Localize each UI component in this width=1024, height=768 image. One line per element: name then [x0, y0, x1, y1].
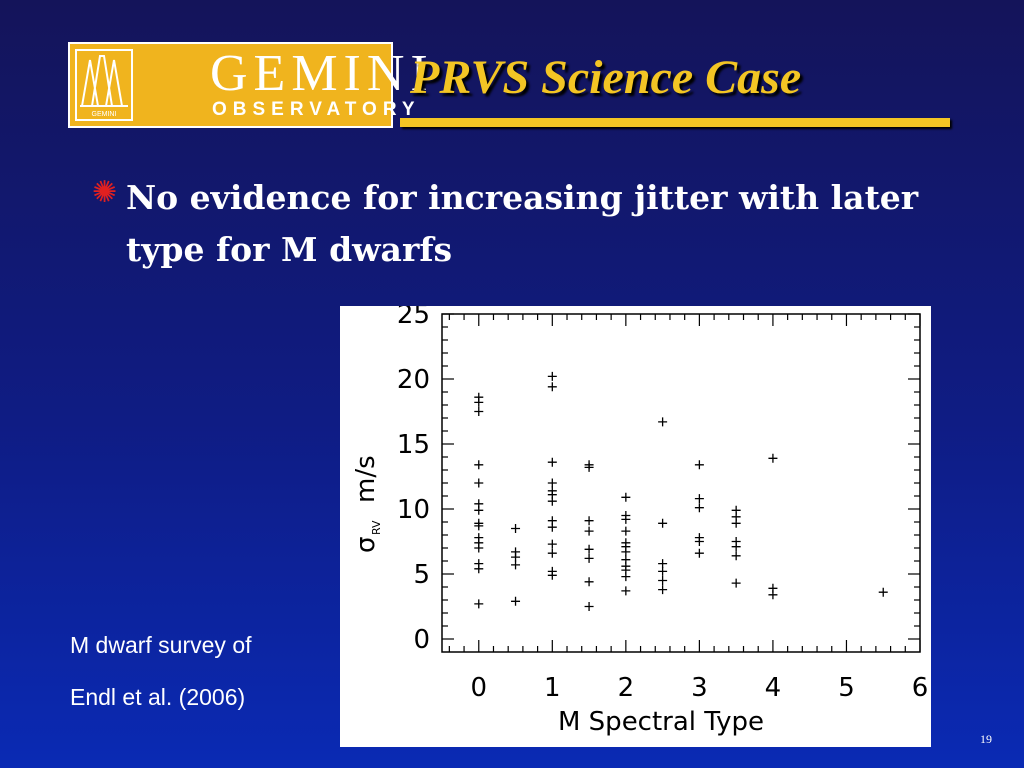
data-point [584, 602, 594, 611]
scatter-plot: 0 1 2 3 4 5 6 0 5 10 15 20 25 M Spectral Type σ RV … [351, 300, 928, 737]
data-point [474, 521, 484, 531]
x-tick-label: 0 [470, 673, 487, 703]
data-point [658, 566, 668, 576]
data-point [547, 548, 557, 558]
data-point [474, 478, 484, 488]
data-point [621, 572, 631, 582]
caption-line-2: Endl et al. (2006) [70, 684, 246, 710]
data-point [474, 505, 484, 515]
y-axis-title-unit: m/s [351, 455, 381, 503]
data-point [584, 544, 594, 554]
x-tick-label: 5 [838, 673, 855, 703]
data-point [584, 462, 594, 472]
y-tick-label: 20 [397, 365, 430, 395]
data-point [768, 453, 778, 463]
data-point [511, 552, 521, 562]
x-axis-title: M Spectral Type [558, 707, 764, 737]
data-point [621, 492, 631, 502]
data-point [511, 560, 521, 570]
data-point [547, 371, 557, 381]
data-point [694, 460, 704, 470]
data-point [474, 564, 484, 574]
data-point [621, 547, 631, 557]
axis-ticks [442, 313, 921, 652]
y-axis-title-sigma: σ [351, 537, 381, 553]
page-number: 19 [980, 732, 992, 746]
y-tick-label: 25 [397, 306, 430, 330]
y-tick-label: 5 [413, 560, 430, 590]
data-points [474, 371, 888, 611]
x-tick-label: 6 [912, 673, 929, 703]
data-point [584, 553, 594, 563]
data-point [621, 586, 631, 596]
data-point [731, 578, 741, 588]
scatter-plot-panel: 0 1 2 3 4 5 6 0 5 10 15 20 25 M Spectral Type σ RV … [340, 300, 931, 747]
logo-subtitle: OBSERVATORY [212, 99, 421, 120]
data-point [584, 526, 594, 536]
data-point [694, 548, 704, 558]
data-point [694, 494, 704, 504]
x-tick-label: 4 [765, 673, 782, 703]
data-point [658, 417, 668, 427]
x-tick-label: 2 [618, 673, 635, 703]
logo-telescope-mark: GEMINI [75, 49, 133, 121]
data-point [511, 524, 521, 533]
data-point [474, 460, 484, 470]
data-point [731, 551, 741, 561]
data-point [658, 559, 668, 569]
gemini-observatory-logo: GEMINI GEMINI OBSERVATORY [68, 42, 428, 128]
data-point [768, 590, 778, 600]
x-tick-label: 3 [691, 673, 708, 703]
title-underline [400, 118, 950, 127]
data-point [547, 496, 557, 506]
y-tick-labels: 0 5 10 15 20 25 [397, 300, 430, 655]
y-tick-label: 0 [413, 625, 430, 655]
data-point [474, 599, 484, 609]
data-point [474, 543, 484, 553]
logo-small-text: GEMINI [92, 111, 117, 118]
data-point [658, 518, 668, 528]
y-axis-title-subscript: RV [370, 520, 383, 535]
data-point [474, 397, 484, 407]
bullet-text: No evidence for increasing jitter with l… [126, 178, 919, 269]
data-point [511, 596, 521, 606]
data-point [658, 585, 668, 595]
data-point [878, 587, 888, 597]
data-point [731, 542, 741, 552]
bullet-star-icon: ✺ [92, 175, 118, 210]
y-tick-label: 10 [397, 495, 430, 525]
data-point [731, 518, 741, 528]
data-point [547, 522, 557, 532]
data-point [547, 382, 557, 392]
y-axis-title: σ RV m/s [351, 455, 383, 553]
y-tick-label: 15 [397, 430, 430, 460]
slide-title: PRVS Science Case [410, 51, 802, 104]
x-tick-labels: 0 1 2 3 4 5 6 [470, 673, 928, 703]
data-point [474, 407, 484, 416]
data-point [584, 577, 594, 587]
data-point [547, 539, 557, 549]
x-tick-label: 1 [544, 673, 561, 703]
data-point [547, 457, 557, 467]
data-point [658, 576, 668, 585]
logo-wordmark: GEMINI [210, 45, 434, 102]
caption-line-1: M dwarf survey of [70, 632, 252, 658]
data-point [694, 503, 704, 513]
data-point [547, 570, 557, 580]
data-point [621, 526, 631, 536]
data-point [547, 478, 557, 488]
data-point [694, 537, 704, 546]
data-point [621, 514, 631, 524]
data-point [584, 516, 594, 526]
